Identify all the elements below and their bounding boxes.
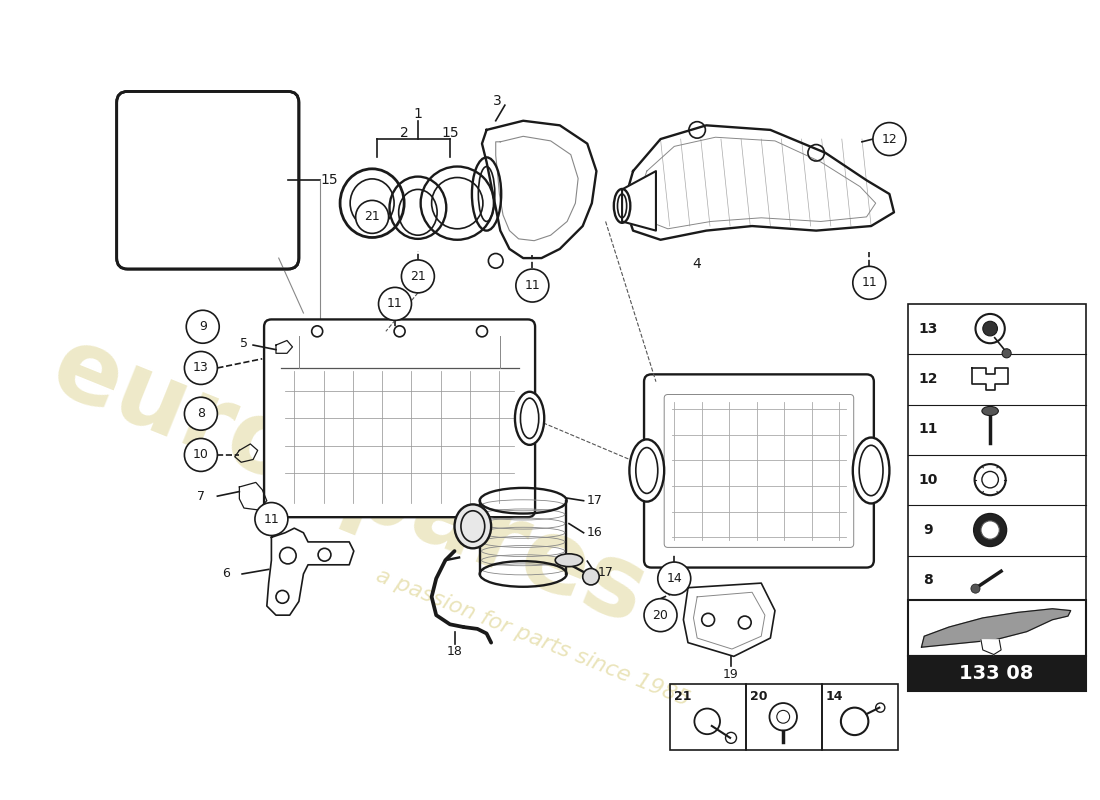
- Circle shape: [658, 562, 691, 595]
- Bar: [822, 684, 898, 750]
- Text: 11: 11: [861, 276, 877, 290]
- Text: 11: 11: [525, 279, 540, 292]
- Circle shape: [974, 514, 1006, 546]
- Text: 13: 13: [918, 322, 937, 335]
- Text: 11: 11: [387, 298, 403, 310]
- FancyBboxPatch shape: [117, 91, 299, 269]
- Circle shape: [185, 438, 218, 471]
- Text: 21: 21: [364, 210, 380, 223]
- Text: 12: 12: [881, 133, 898, 146]
- Bar: [908, 304, 1087, 606]
- FancyBboxPatch shape: [264, 319, 535, 517]
- Polygon shape: [624, 126, 894, 240]
- Polygon shape: [482, 121, 596, 258]
- Ellipse shape: [982, 406, 999, 415]
- Circle shape: [644, 598, 676, 632]
- Text: 9: 9: [199, 320, 207, 334]
- Text: 3: 3: [493, 94, 502, 108]
- Text: 7: 7: [197, 490, 205, 502]
- Ellipse shape: [515, 392, 544, 445]
- Circle shape: [402, 260, 434, 293]
- Polygon shape: [922, 609, 1070, 647]
- Text: 15: 15: [441, 126, 459, 140]
- Circle shape: [394, 326, 405, 337]
- Text: 14: 14: [667, 572, 682, 585]
- Text: 21: 21: [410, 270, 426, 283]
- Circle shape: [311, 326, 322, 337]
- Polygon shape: [971, 368, 1009, 390]
- Text: 20: 20: [750, 690, 767, 703]
- Circle shape: [981, 521, 999, 539]
- Text: 12: 12: [918, 372, 937, 386]
- FancyBboxPatch shape: [644, 374, 873, 567]
- Circle shape: [971, 584, 980, 593]
- Text: 4: 4: [693, 258, 702, 271]
- Circle shape: [873, 122, 906, 155]
- Text: 13: 13: [192, 362, 209, 374]
- Text: 8: 8: [197, 407, 205, 420]
- Text: 10: 10: [918, 473, 937, 486]
- Text: 11: 11: [918, 422, 937, 436]
- Circle shape: [355, 201, 388, 234]
- Text: 1: 1: [414, 107, 422, 122]
- Circle shape: [975, 464, 1005, 495]
- Text: 11: 11: [264, 513, 279, 526]
- Circle shape: [185, 398, 218, 430]
- Bar: [908, 656, 1087, 691]
- Bar: [746, 684, 822, 750]
- Circle shape: [185, 351, 218, 385]
- Text: 18: 18: [447, 646, 462, 658]
- Ellipse shape: [852, 438, 890, 503]
- Circle shape: [516, 269, 549, 302]
- Text: 6: 6: [222, 567, 230, 581]
- Circle shape: [1002, 349, 1011, 358]
- Text: 21: 21: [673, 690, 691, 703]
- Ellipse shape: [454, 504, 491, 548]
- Text: eurospares: eurospares: [39, 319, 660, 646]
- Text: 17: 17: [586, 494, 603, 507]
- Circle shape: [476, 326, 487, 337]
- Circle shape: [255, 502, 288, 535]
- Ellipse shape: [629, 439, 664, 502]
- Text: 9: 9: [923, 523, 933, 537]
- Text: 19: 19: [723, 668, 739, 681]
- Ellipse shape: [556, 554, 583, 566]
- Text: 2: 2: [399, 126, 408, 140]
- Text: a passion for parts since 1985: a passion for parts since 1985: [373, 566, 692, 710]
- Text: 8: 8: [923, 574, 933, 587]
- Text: 15: 15: [320, 174, 338, 187]
- Bar: [670, 684, 746, 750]
- Text: 10: 10: [192, 449, 209, 462]
- Text: 20: 20: [652, 609, 669, 622]
- Bar: [908, 599, 1087, 656]
- Circle shape: [982, 322, 998, 336]
- Polygon shape: [267, 528, 354, 615]
- Text: 16: 16: [586, 526, 603, 539]
- Text: 14: 14: [826, 690, 844, 703]
- Polygon shape: [981, 640, 1001, 654]
- Polygon shape: [683, 583, 776, 656]
- Circle shape: [186, 310, 219, 343]
- Text: 5: 5: [240, 337, 248, 350]
- Circle shape: [583, 569, 600, 585]
- Text: 17: 17: [597, 566, 614, 578]
- Text: 133 08: 133 08: [959, 664, 1034, 683]
- Polygon shape: [623, 171, 656, 230]
- Circle shape: [378, 287, 411, 320]
- Circle shape: [852, 266, 886, 299]
